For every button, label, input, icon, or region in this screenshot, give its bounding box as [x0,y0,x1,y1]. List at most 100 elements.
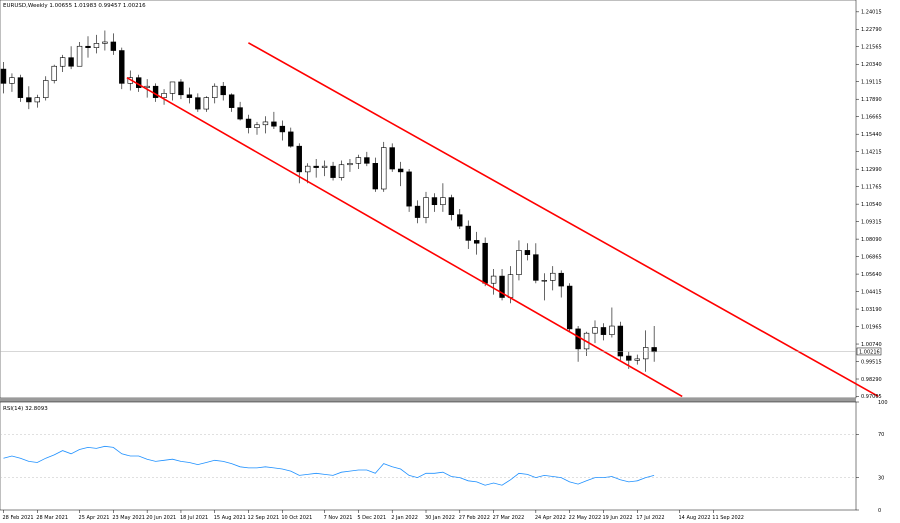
time-tick-label: 11 Sep 2022 [712,515,744,521]
candle-bear [575,328,581,350]
candle-bull [516,250,522,275]
candle-bear [406,171,412,207]
candle-bear [17,77,24,98]
price-tick-label: 1.20340 [861,62,882,68]
price-tick-label: 1.06865 [861,254,882,260]
time-tick-label: 22 May 2022 [569,515,602,521]
price-tick-label: 1.16665 [861,114,882,120]
price-tick-label: 1.17890 [861,97,882,103]
price-tick-label: 1.01965 [861,324,882,330]
candle-bear [119,50,125,84]
candle-bear [26,97,32,103]
price-tick-label: 0.99515 [861,359,882,365]
price-tick-label: 1.03190 [861,307,882,313]
candle-bear [68,57,74,67]
rsi-levels-group [0,434,856,478]
candle-bear [626,355,632,361]
candle-bear [566,285,573,330]
time-tick-label: 19 Jun 2022 [602,515,632,521]
trendline-upper-channel[interactable] [248,42,879,398]
candle-bull [203,97,209,110]
time-tick-label: 23 May 2021 [112,515,145,521]
candles-group [0,30,657,372]
candle-bull [609,325,615,335]
time-tick-label: 28 Mar 2021 [36,515,68,521]
time-tick-label: 5 Dec 2021 [357,515,386,521]
candle-bull [381,147,387,190]
time-tick-label: 24 Apr 2022 [535,515,566,521]
rsi-line [3,445,655,486]
current-price-label: 1.00216 [859,349,880,355]
price-tick-label: 0.97065 [861,394,882,400]
price-pane[interactable]: EURUSD,Weekly 1.00655 1.01983 0.99457 1.… [0,0,879,399]
candle-bull [169,81,176,94]
price-tick-label: 1.12990 [861,167,882,173]
candle-bull [9,77,15,84]
time-tick-label: 30 Jan 2022 [425,515,455,521]
candle-bear [600,327,607,335]
candle-bull [262,121,269,126]
candle-bull [59,57,66,67]
pane-separator[interactable] [0,398,856,402]
candle-bull [338,164,345,178]
candle-bear [397,168,404,173]
time-tick-label: 12 Sep 2021 [248,515,280,521]
candle-bear [110,41,117,51]
candle-bear [279,125,286,133]
rsi-tick-label: 30 [878,475,884,481]
time-tick-label: 28 Feb 2021 [3,515,34,521]
candle-bull [355,157,362,164]
candle-bear [228,94,235,108]
time-axis[interactable]: 28 Feb 2021 28 Mar 2021 25 Apr 2021 23 May … [3,510,745,521]
price-axis[interactable]: 1.24015 1.22790 1.21565 1.20340 1.19115 1.178… [856,10,882,401]
time-tick-label: 18 Jul 2021 [180,515,208,521]
time-tick-label: 27 Feb 2022 [459,515,490,521]
trendline-lower-channel[interactable] [126,76,683,398]
time-tick-label: 10 Oct 2021 [281,515,312,521]
candle-bear [313,165,319,168]
candle-bull [212,85,218,98]
rsi-tick-label: 70 [878,432,884,438]
candle-bear [296,145,302,173]
rsi-tick-label: 100 [878,400,888,406]
price-tick-label: 1.10540 [861,202,882,208]
time-tick-label: 2 Jan 2022 [391,515,418,521]
rsi-pane-frame [0,401,857,511]
candle-bull [76,45,83,67]
candle-bull [490,275,497,284]
candle-bull [507,274,514,298]
price-tick-label: 1.24015 [861,10,882,16]
candle-bear [372,163,378,190]
candle-bear [617,325,624,357]
rsi-pane[interactable]: RSI(14) 32.8093 [0,401,857,511]
current-price-box [856,347,882,356]
candle-bear [524,250,531,255]
candle-bear [195,97,201,110]
candle-bull [423,197,429,218]
candle-bull [43,80,49,98]
candle-bull [440,197,446,206]
candle-bear [237,107,243,120]
candle-bull [642,347,649,360]
candle-bull [347,163,353,166]
candle-bull [51,65,57,81]
candle-bear [186,94,193,98]
time-tick-label: 25 Apr 2021 [79,515,110,521]
candle-bear [0,68,7,84]
price-tick-label: 1.19115 [861,79,882,85]
candle-bear [220,85,226,96]
price-tick-label: 1.08090 [861,237,882,243]
candle-bull [144,85,150,88]
candle-bull [634,358,640,361]
candle-bull [550,272,556,281]
candle-bear [448,197,455,216]
time-tick-label: 15 Aug 2021 [214,515,246,521]
candle-bear [178,81,184,96]
price-tick-label: 1.21565 [861,44,882,50]
candle-bull [541,280,548,282]
candle-bear [473,240,480,244]
candle-bull [592,327,598,334]
candle-bear [482,242,488,284]
candle-bear [465,225,471,241]
